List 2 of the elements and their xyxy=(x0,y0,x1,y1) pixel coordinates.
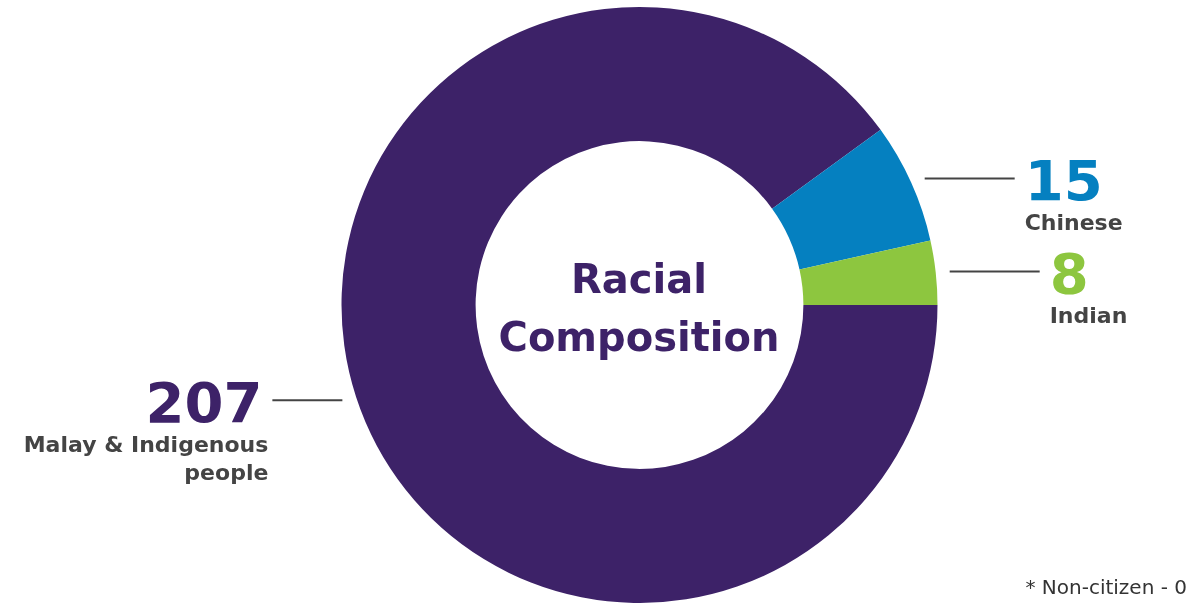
text: Racial Composition xyxy=(497,255,781,362)
text: * Non-citizen - 0 xyxy=(1025,575,1187,599)
